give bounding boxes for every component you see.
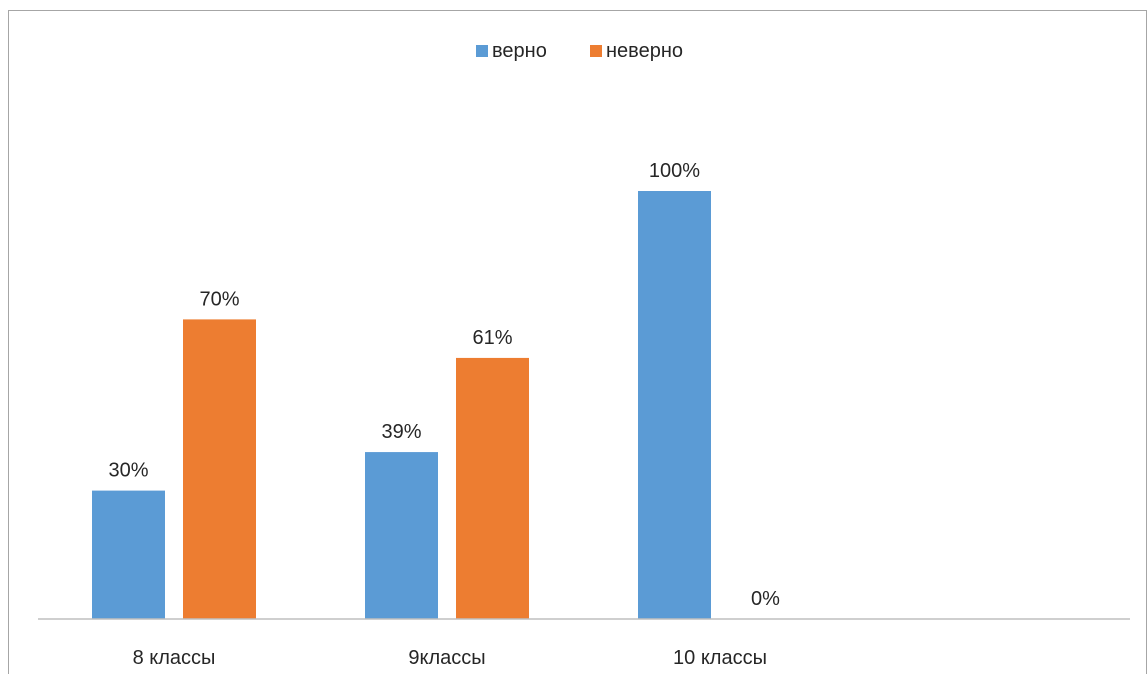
bar-2-0 [638, 191, 711, 619]
data-label-1-0: 39% [381, 421, 421, 443]
chart-area [8, 10, 1147, 674]
legend-swatch-1 [590, 45, 602, 57]
legend-label-0: верно [492, 40, 547, 62]
data-labels: 30% 70% 39% 61% 100% 0% [108, 160, 780, 610]
legend-swatch-0 [476, 45, 488, 57]
bar-0-1 [183, 319, 256, 619]
category-labels: 8 классы 9классы 10 классы [133, 647, 767, 669]
data-label-1-1: 61% [472, 327, 512, 349]
category-label-0: 8 классы [133, 647, 216, 669]
bar-0-0 [92, 490, 165, 619]
data-label-2-1: 0% [751, 588, 780, 610]
data-label-0-0: 30% [108, 460, 148, 482]
bar-1-0 [365, 452, 438, 619]
category-label-2: 10 классы [673, 647, 767, 669]
legend: верно неверно [476, 40, 683, 62]
bar-1-1 [456, 357, 529, 619]
bars [92, 191, 711, 619]
category-label-1: 9классы [408, 647, 485, 669]
data-label-2-0: 100% [649, 160, 700, 182]
legend-label-1: неверно [606, 40, 683, 62]
data-label-0-1: 70% [199, 288, 239, 310]
